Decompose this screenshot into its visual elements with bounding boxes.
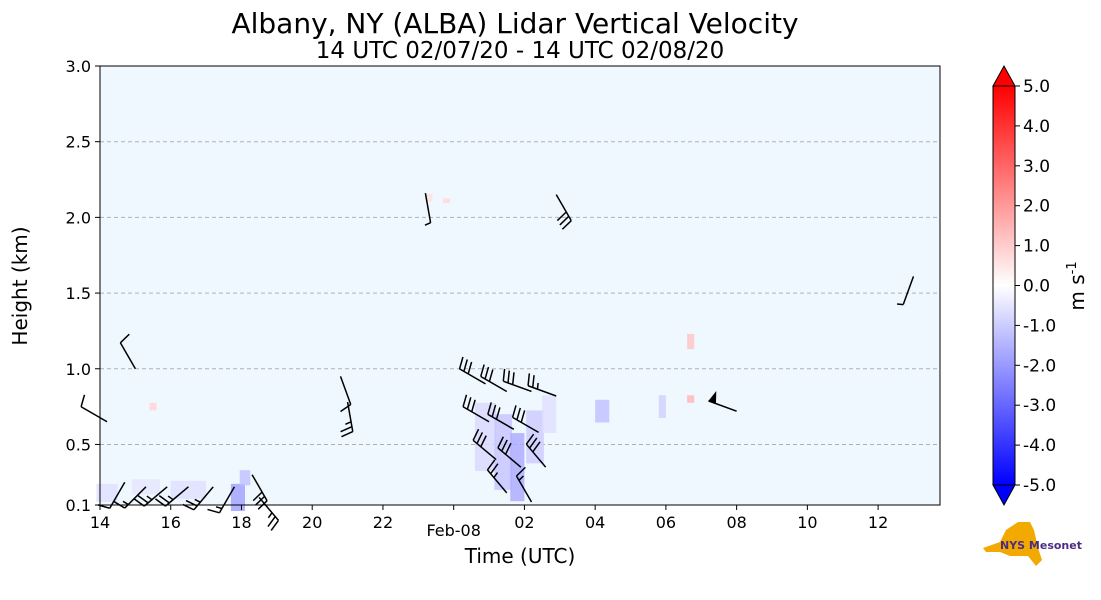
chart-subtitle: 14 UTC 02/07/20 - 14 UTC 02/08/20 [316, 38, 725, 64]
x-tick-label: 04 [585, 513, 605, 532]
date-label: Feb-08 [426, 521, 480, 540]
y-tick-label: 0.1 [66, 496, 91, 515]
x-tick-label: 22 [373, 513, 393, 532]
plot-area [100, 66, 940, 505]
wind-barb [708, 390, 737, 412]
x-tick-label: 16 [161, 513, 181, 532]
wind-barb [555, 194, 572, 230]
colorbar-unit-exponent: -1 [1065, 261, 1080, 274]
colorbar-ticks: 5.0 4.0 3.0 2.0 1.0 0.0 -1.0 -2.0 -3.0 -4.0 -5.0 [1015, 77, 1056, 496]
wind-barb [515, 466, 533, 503]
colorbar-extend-high [992, 64, 1016, 87]
colorbar-extend-low [992, 484, 1016, 507]
x-tick-label: 10 [797, 513, 817, 532]
nys-mesonet-logo: NYS Mesonet [983, 522, 1082, 566]
wind-barb [896, 276, 915, 306]
wind-barb [339, 376, 352, 413]
colorbar-tick-label: 2.0 [1023, 197, 1050, 217]
velocity-patch [239, 470, 251, 486]
y-tick-label: 3.0 [66, 57, 91, 76]
x-tick-label: 14 [90, 513, 110, 532]
x-tick-label: 02 [514, 513, 534, 532]
wind-barb [497, 436, 522, 468]
wind-barb [207, 486, 236, 514]
x-tick-label: 18 [231, 513, 251, 532]
x-tick-label: 12 [868, 513, 888, 532]
colorbar-tick-label: 5.0 [1023, 77, 1050, 97]
wind-barb [119, 333, 137, 370]
colorbar-tick-label: -2.0 [1023, 356, 1056, 376]
wind-barb [458, 356, 486, 385]
ny-state-shape-icon [983, 522, 1042, 566]
logo-text: NYS Mesonet [1000, 539, 1082, 552]
x-tick-label: 06 [656, 513, 676, 532]
velocity-patch [230, 483, 246, 512]
colorbar-tick-label: 1.0 [1023, 237, 1050, 257]
y-axis-ticks: 0.1 0.5 1.0 1.5 2.0 2.5 3.0 [66, 57, 100, 515]
chart-title: Albany, NY (ALBA) Lidar Vertical Velocit… [231, 7, 798, 40]
colorbar-tick-label: 0.0 [1023, 277, 1050, 297]
grid-lines [100, 141, 940, 445]
velocity-patch [542, 395, 557, 434]
colorbar-tick-label: -5.0 [1023, 476, 1056, 496]
wind-barb [258, 496, 280, 531]
y-tick-label: 1.5 [66, 284, 91, 303]
y-axis-label: Height (km) [8, 226, 32, 345]
colorbar-tick-label: 4.0 [1023, 117, 1050, 137]
velocity-patch [687, 333, 695, 350]
wind-barbs [80, 193, 915, 531]
velocity-patch [443, 198, 451, 203]
velocity-patch [687, 395, 695, 403]
velocity-patch [658, 395, 666, 418]
colorbar-tick-label: 3.0 [1023, 157, 1050, 177]
wind-barb [424, 193, 432, 226]
wind-barb [340, 401, 354, 438]
x-axis-label: Time (UTC) [464, 544, 576, 568]
y-tick-label: 0.5 [66, 435, 91, 454]
y-tick-label: 1.0 [66, 360, 91, 379]
colorbar-tick-label: -1.0 [1023, 316, 1056, 336]
wind-barb [527, 373, 557, 397]
wind-barb [472, 428, 497, 461]
wind-barb [486, 459, 508, 494]
x-axis-ticks: 14 16 18 20 22 02 04 06 08 10 12 [90, 505, 888, 532]
x-tick-label: 20 [302, 513, 322, 532]
colorbar-tick-label: -4.0 [1023, 436, 1056, 456]
velocity-patch [595, 399, 610, 423]
velocity-patch [510, 433, 525, 502]
x-tick-label: 08 [726, 513, 746, 532]
plot-frame [99, 65, 941, 506]
velocity-patch [96, 483, 118, 502]
colorbar: 5.0 4.0 3.0 2.0 1.0 0.0 -1.0 -2.0 -3.0 -4.0 -5.0 m… [992, 64, 1089, 507]
y-tick-label: 2.5 [66, 133, 91, 152]
velocity-patch [149, 402, 157, 411]
wind-barb [480, 364, 508, 393]
wind-barb [251, 474, 268, 510]
wind-barb [487, 402, 515, 430]
wind-barb [502, 368, 532, 393]
colorbar-label: m s-1 [1065, 261, 1089, 310]
wind-barb [511, 405, 539, 433]
wind-barb [80, 394, 108, 423]
wind-barb [462, 394, 490, 423]
colorbar-gradient [992, 85, 1016, 486]
velocity-patch [425, 193, 433, 202]
colorbar-tick-label: -3.0 [1023, 396, 1056, 416]
velocity-patch [170, 480, 207, 499]
y-tick-label: 2.0 [66, 208, 91, 227]
wind-barb [525, 433, 547, 468]
colorbar-unit: m s [1065, 274, 1089, 310]
